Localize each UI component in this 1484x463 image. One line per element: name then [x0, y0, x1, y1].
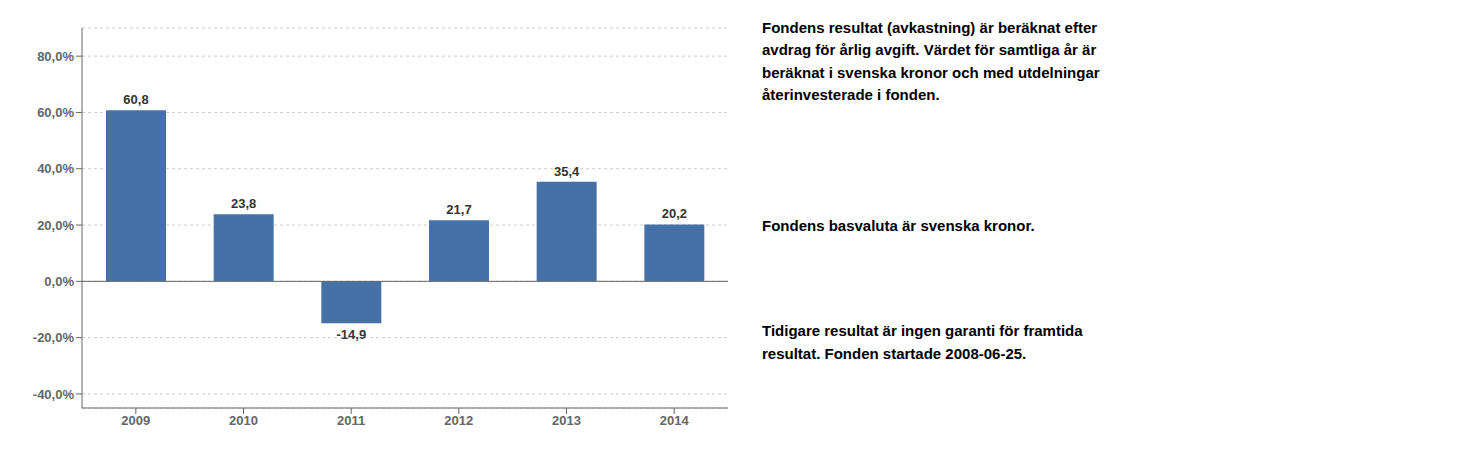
html-text:Fondens basvaluta är svenska k: Fondens basvaluta är svenska kronor. [762, 216, 1035, 234]
svg-text:-40,0%: -40,0% [33, 387, 75, 402]
svg-text:0,0%: 0,0% [44, 274, 74, 289]
svg-text:80,0%: 80,0% [37, 49, 74, 64]
svg-text:2013: 2013 [552, 413, 581, 428]
svg-text:2014: 2014 [660, 413, 690, 428]
svg-text:2009: 2009 [121, 413, 150, 428]
svg-text:21,7: 21,7 [446, 202, 471, 217]
svg-text:40,0%: 40,0% [37, 161, 74, 176]
svg-text:2012: 2012 [444, 413, 473, 428]
svg-text:-14,9: -14,9 [337, 327, 367, 342]
svg-text:2010: 2010 [229, 413, 258, 428]
html-text:Fondens resultat (avkastning): Fondens resultat (avkastning) är beräkna… [762, 18, 1100, 104]
svg-text:60,0%: 60,0% [37, 105, 74, 120]
svg-text:20,0%: 20,0% [37, 218, 74, 233]
svg-text:20,2: 20,2 [662, 206, 687, 221]
svg-text:-20,0%: -20,0% [33, 330, 75, 345]
svg-text:60,8: 60,8 [123, 92, 148, 107]
svg-text:23,8: 23,8 [231, 196, 256, 211]
html-text:Tidigare resultat är ingen gar: Tidigare resultat är ingen garanti för f… [762, 322, 1083, 362]
svg-text:2011: 2011 [337, 413, 365, 428]
svg-text:35,4: 35,4 [554, 164, 580, 179]
